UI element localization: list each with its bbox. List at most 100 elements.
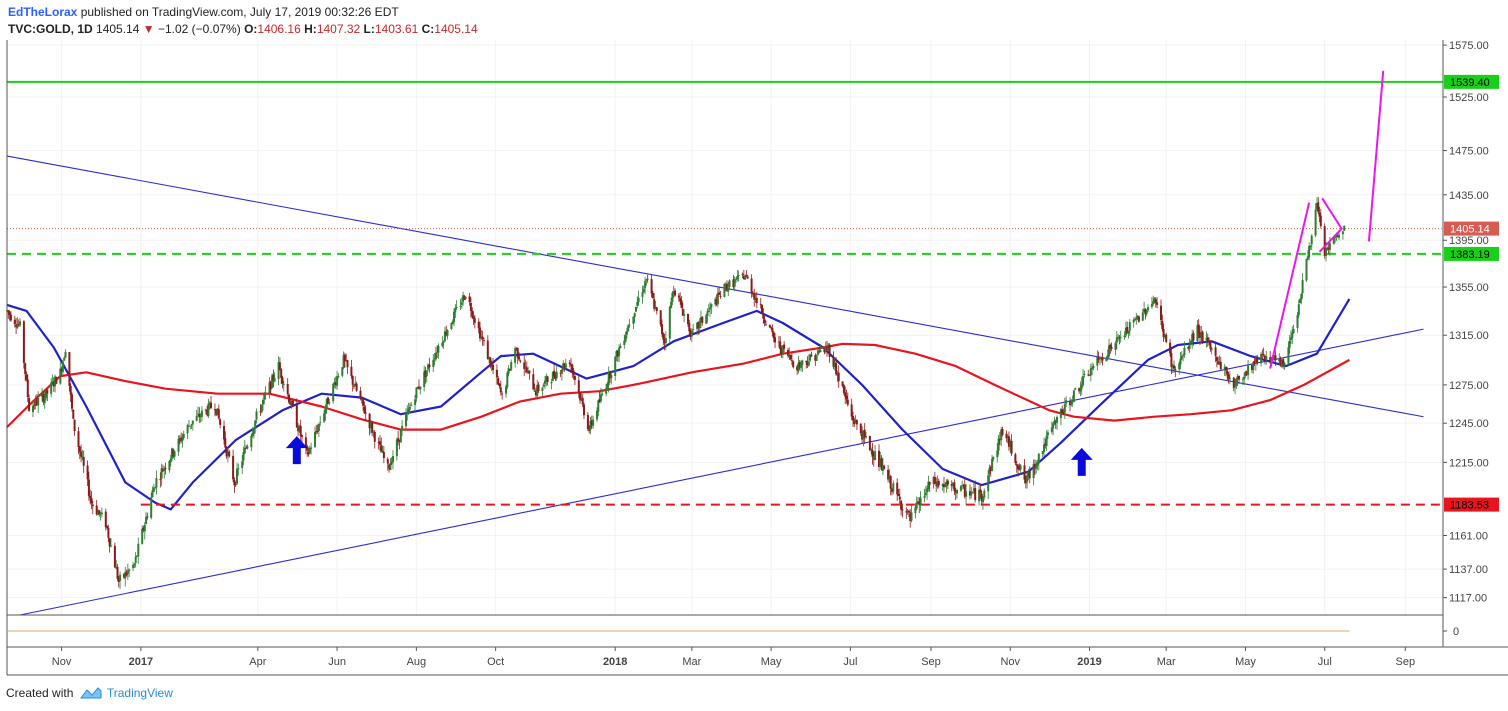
candle-body xyxy=(107,528,110,538)
candle-body xyxy=(1023,465,1026,480)
candle-body xyxy=(263,394,266,400)
candle-body xyxy=(371,422,374,433)
candle-body xyxy=(668,306,671,339)
candle-body xyxy=(1318,212,1321,217)
candle-body xyxy=(343,354,346,361)
candles xyxy=(6,196,1346,589)
candle-body xyxy=(568,362,571,364)
candle-body xyxy=(525,367,528,373)
candle-body xyxy=(865,436,867,438)
candle-body xyxy=(37,397,40,406)
candle-body xyxy=(663,339,666,344)
candle-body xyxy=(1088,375,1091,376)
candle-body xyxy=(1206,337,1209,342)
candle-body xyxy=(554,375,557,379)
candle-body xyxy=(32,405,34,413)
candle-body xyxy=(381,450,384,453)
candle-body xyxy=(1050,427,1053,432)
time-tick-label: Jun xyxy=(328,656,346,668)
candle-body xyxy=(1189,341,1192,343)
candle-body xyxy=(542,384,545,387)
candle-body xyxy=(723,284,726,297)
candle-body xyxy=(1150,304,1153,307)
candle-body xyxy=(1156,302,1159,305)
candle-body xyxy=(780,348,783,354)
candle-body xyxy=(736,276,739,280)
level-price-label: 1183.53 xyxy=(1450,500,1489,512)
candle-body xyxy=(878,450,880,467)
candle-body xyxy=(919,497,922,506)
candle-body xyxy=(1278,359,1281,362)
author-name[interactable]: EdTheLorax xyxy=(8,5,78,19)
candle-body xyxy=(355,383,358,391)
candle-body xyxy=(424,370,427,377)
candle-body xyxy=(416,387,419,389)
candle-body xyxy=(250,435,253,448)
candle-body xyxy=(826,346,828,350)
candle-body xyxy=(117,578,120,582)
candle-body xyxy=(1182,355,1185,357)
time-tick-label: 2017 xyxy=(129,656,153,668)
candle-body xyxy=(1288,341,1291,348)
candle-body xyxy=(1319,215,1322,227)
candle-body xyxy=(1280,359,1283,367)
candle-body xyxy=(771,328,774,333)
close-value: 1405.14 xyxy=(434,22,478,36)
candle-body xyxy=(54,376,57,387)
candle-body xyxy=(350,366,353,377)
candle-body xyxy=(705,315,708,324)
candle-body xyxy=(881,465,884,471)
time-axis[interactable]: Nov 2017 Apr Jun Aug Oct 2018 Mar May Jul Sep Nov 20… xyxy=(52,647,1415,668)
candle-body xyxy=(599,394,602,402)
candle-body xyxy=(398,439,401,442)
candle-body xyxy=(550,382,553,384)
candle-body xyxy=(670,302,673,309)
candle-body xyxy=(133,564,136,565)
candle-body xyxy=(86,465,89,480)
candle-body xyxy=(518,356,520,360)
candle-body xyxy=(697,322,700,329)
candle-body xyxy=(745,274,748,276)
candle-body xyxy=(1227,374,1230,380)
candle-body xyxy=(1069,401,1071,406)
candle-body xyxy=(706,311,709,316)
candle-body xyxy=(1273,356,1276,358)
candle-body xyxy=(1262,354,1265,355)
price-tick-label: 1435.00 xyxy=(1449,190,1489,202)
candle-body xyxy=(516,347,519,358)
candle-body xyxy=(819,350,822,353)
candle-body xyxy=(1044,443,1047,445)
price-axis[interactable]: 1575.00 1525.00 1475.00 1435.00 1395.00 1355.… xyxy=(1443,40,1499,605)
candle-body xyxy=(255,411,258,420)
candle-body xyxy=(334,382,337,386)
candle-body xyxy=(841,381,844,386)
candle-body xyxy=(1191,334,1194,343)
candle-body xyxy=(1115,337,1118,343)
candle-body xyxy=(213,409,216,410)
candle-body xyxy=(189,425,192,427)
candle-body xyxy=(1290,337,1292,341)
candle-body xyxy=(1056,417,1058,423)
candle-body xyxy=(555,371,558,379)
candle-body xyxy=(1327,247,1330,250)
candle-body xyxy=(827,344,830,350)
candle-body xyxy=(1032,463,1035,479)
candle-body xyxy=(13,319,16,325)
candle-body xyxy=(113,545,116,568)
candle-body xyxy=(1087,374,1090,376)
time-tick-label: 2018 xyxy=(603,656,627,668)
candle-body xyxy=(989,466,992,471)
candle-body xyxy=(1153,298,1156,303)
tradingview-link[interactable]: TradingView xyxy=(106,686,173,700)
candle-body xyxy=(618,347,621,356)
candle-body xyxy=(1247,365,1250,376)
candle-body xyxy=(1026,474,1029,483)
candle-body xyxy=(499,387,502,393)
candle-body xyxy=(268,382,271,394)
candle-body xyxy=(1201,331,1204,342)
candle-body xyxy=(1274,355,1277,361)
candle-body xyxy=(1180,355,1183,359)
candle-body xyxy=(233,479,236,486)
candle-body xyxy=(306,446,309,451)
